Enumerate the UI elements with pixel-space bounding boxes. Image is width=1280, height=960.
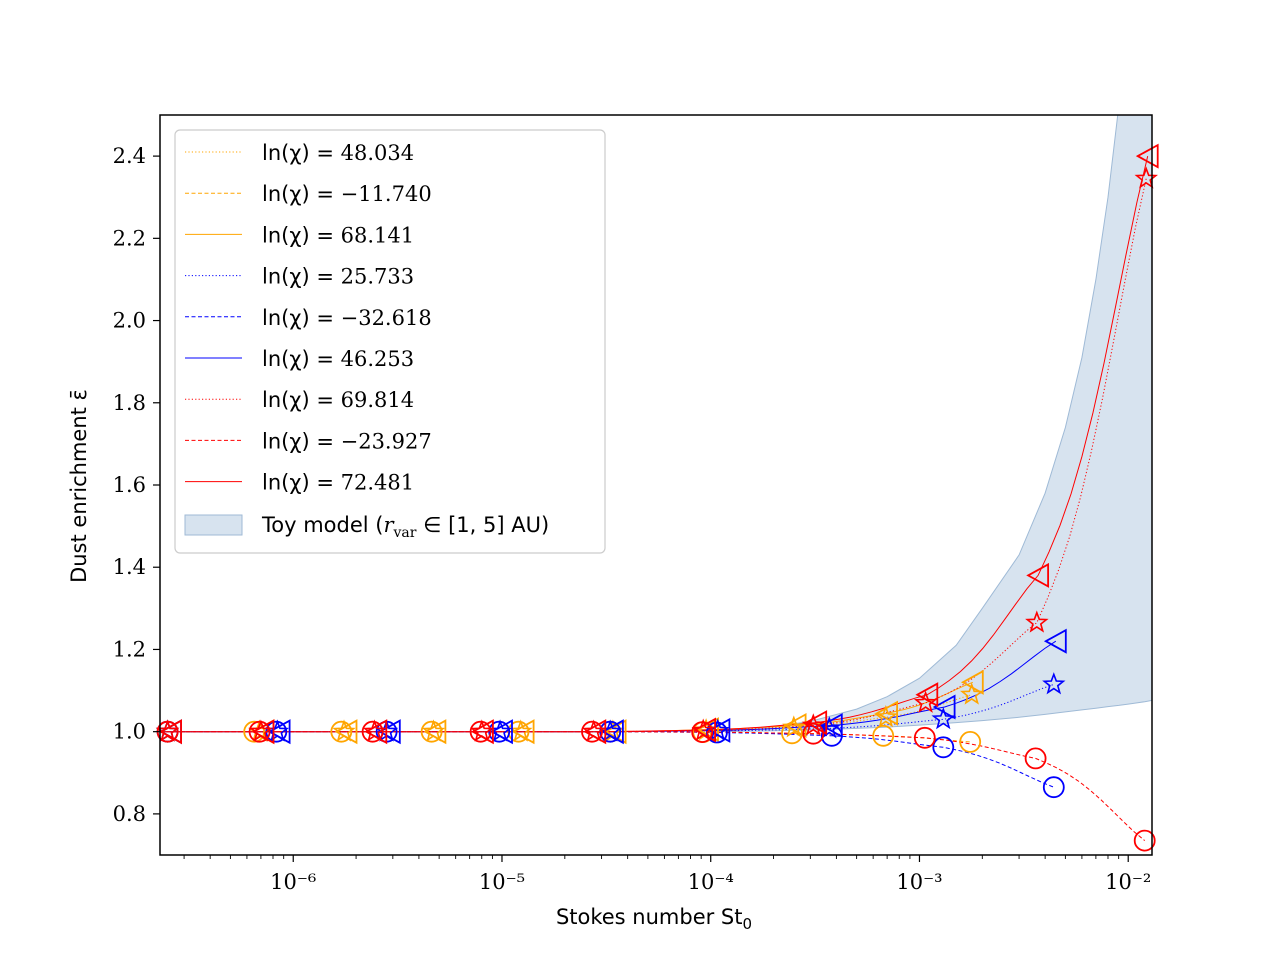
series-8-marker-7	[915, 682, 939, 708]
series-8-marker-3	[471, 719, 494, 745]
series-1-marker-8	[872, 724, 895, 747]
series-4-marker-3	[488, 720, 511, 743]
series-7-marker-2	[361, 720, 384, 743]
series-5-marker-7	[932, 694, 956, 720]
legend-label-3: ln(χ) = 25.733	[262, 265, 414, 289]
x-tick-label-3: 10⁻³	[896, 870, 942, 894]
legend-entries: ln(χ) = 48.034 ln(χ) = −11.740 ln(χ) = 68.…	[185, 141, 432, 495]
series-2-marker-9	[960, 669, 984, 695]
series-5-marker-5	[707, 717, 731, 743]
series-1-marker-3	[420, 720, 443, 743]
series-2-marker-3	[423, 719, 447, 745]
series-6-marker-8	[1025, 610, 1049, 633]
x-tick-label-0: 10⁻⁶	[270, 870, 316, 894]
legend-band-label: Toy model (rvar ∈ [1, 5] AU)	[261, 513, 549, 541]
legend-label-0: ln(χ) = 48.034	[262, 141, 414, 165]
y-tick-label-4: 1.6	[113, 473, 146, 497]
y-tick-label-0: 0.8	[113, 802, 146, 826]
series-1-marker-7	[781, 722, 803, 745]
y-tick-label-6: 2.0	[113, 309, 146, 333]
series-7-marker-6	[802, 722, 825, 745]
series-4-marker-7	[932, 736, 955, 759]
legend-label-2: ln(χ) = 68.141	[262, 223, 414, 247]
series-7-marker-8	[1024, 747, 1047, 770]
series-7-marker-3	[469, 720, 492, 743]
series-4-marker-8	[1042, 776, 1065, 799]
y-tick-label-1: 1.0	[113, 720, 146, 744]
series-8-marker-1	[251, 719, 275, 745]
series-5-marker-4	[601, 719, 624, 745]
toy-model-band	[710, 115, 1152, 733]
legend-band-swatch	[184, 514, 243, 536]
series-7-marker-1	[248, 720, 271, 743]
series-7-marker-9	[1133, 829, 1156, 852]
legend-label-4: ln(χ) = −32.618	[262, 306, 432, 330]
legend: ln(χ) = 48.034 ln(χ) = −11.740 ln(χ) = 68.…	[174, 129, 606, 554]
series-8-marker-0	[159, 719, 183, 745]
series-8-marker-4	[583, 719, 607, 745]
series-8-marker-8	[1026, 562, 1049, 588]
series-6-marker-9	[1134, 166, 1158, 189]
series-8-marker-2	[364, 719, 388, 745]
series-8-marker-6	[804, 710, 828, 736]
series-7-marker-5	[691, 721, 714, 743]
series-3-marker-8	[1042, 672, 1066, 695]
y-axis-label: Dust enrichment ε̄	[67, 389, 91, 583]
y-tick-label-7: 2.2	[113, 226, 146, 250]
series-markers-layer	[155, 143, 1159, 852]
legend-label-1: ln(χ) = −11.740	[262, 182, 432, 206]
series-1-marker-2	[330, 720, 353, 743]
x-tick-label-4: 10⁻²	[1105, 870, 1151, 894]
x-axis-label: Stokes number St0	[556, 905, 752, 933]
y-tick-label-5: 1.8	[113, 391, 146, 415]
toy-model-band-layer	[710, 115, 1152, 733]
series-5-marker-6	[819, 712, 843, 739]
y-axis-ticks: 0.8 1.0 1.2 1.4 1.6 1.8 2.0 2.2 2.4	[113, 144, 160, 826]
series-2-marker-2	[334, 719, 358, 745]
y-tick-label-2: 1.2	[113, 637, 146, 661]
series-5-marker-2	[377, 719, 401, 745]
legend-label-6: ln(χ) = 69.814	[262, 388, 414, 412]
series-line-8	[160, 155, 1149, 733]
x-tick-label-1: 10⁻⁵	[479, 870, 525, 894]
series-2-marker-7	[783, 712, 807, 739]
series-1-marker-9	[959, 731, 982, 753]
legend-label-5: ln(χ) = 46.253	[262, 347, 414, 371]
series-7-marker-7	[913, 726, 936, 749]
series-5-marker-1	[267, 719, 291, 745]
series-7-marker-4	[581, 720, 603, 743]
series-2-marker-8	[875, 700, 898, 726]
y-tick-label-8: 2.4	[113, 144, 146, 168]
x-tick-label-2: 10⁻⁴	[688, 870, 734, 894]
series-2-marker-4	[511, 719, 535, 745]
series-6-marker-7	[913, 690, 938, 713]
series-8-marker-5	[693, 717, 716, 743]
series-5-marker-8	[1043, 628, 1067, 654]
series-1-marker-1	[243, 720, 266, 743]
x-axis-ticks: 10⁻⁶ 10⁻⁵ 10⁻⁴ 10⁻³ 10⁻²	[183, 855, 1151, 894]
legend-label-8: ln(χ) = 72.481	[262, 471, 414, 495]
legend-box	[174, 129, 606, 554]
series-5-marker-3	[490, 719, 513, 745]
y-tick-label-3: 1.4	[113, 555, 146, 579]
legend-label-7: ln(χ) = −23.927	[262, 429, 432, 453]
series-8-marker-9	[1135, 143, 1159, 169]
